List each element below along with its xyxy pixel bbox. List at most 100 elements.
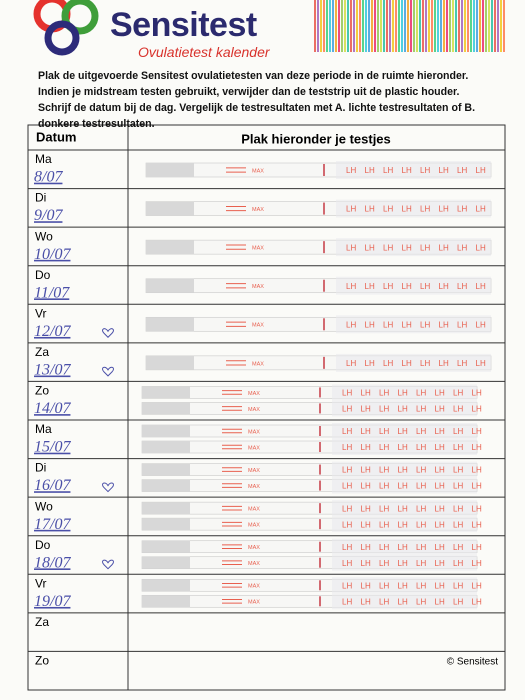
stripe: [467, 0, 469, 52]
strip-lh: LH: [472, 581, 482, 590]
instructions: Plak de uitgevoerde Sensitest ovulatiete…: [38, 68, 488, 132]
handwritten-date: 8/07: [34, 169, 63, 186]
strip-handle: [146, 201, 194, 216]
stripe: [404, 0, 406, 52]
handwritten-date: 17/07: [34, 516, 71, 533]
stripe: [335, 0, 337, 52]
stripe: [356, 0, 358, 52]
stripe: [395, 0, 397, 52]
tape: [332, 400, 477, 417]
tape: [332, 593, 477, 610]
stripe: [341, 0, 343, 52]
strip-lh: LH: [435, 581, 445, 590]
strip-lh: LH: [361, 543, 371, 552]
heart: [102, 482, 114, 493]
day: Vr: [35, 576, 47, 590]
strip-lh: LH: [472, 504, 482, 513]
handwritten-date: 11/07: [34, 284, 70, 301]
strip-lh: LH: [398, 520, 408, 529]
strip-lh: LH: [439, 359, 449, 368]
handwritten-date: 13/07: [34, 362, 71, 379]
strip-lh: LH: [416, 443, 426, 452]
strip-lh: LH: [439, 320, 449, 329]
tape: [332, 384, 477, 401]
stripe: [422, 0, 424, 52]
strip-lh: LH: [420, 359, 430, 368]
day: Vr: [35, 306, 47, 320]
strip-lh: LH: [472, 466, 482, 475]
strip-lh: LH: [453, 559, 463, 568]
heart: [102, 366, 114, 377]
stripe: [407, 0, 409, 52]
day: Wo: [35, 229, 53, 243]
strip-lh: LH: [420, 205, 430, 214]
stripe: [413, 0, 415, 52]
strip-lh: LH: [383, 282, 393, 291]
stripe: [401, 0, 403, 52]
strip-lh: LH: [342, 443, 352, 452]
stripe: [476, 0, 478, 52]
strip-lh: LH: [379, 581, 389, 590]
strip-lh: LH: [342, 405, 352, 414]
strip-handle: [142, 386, 190, 399]
stripe: [374, 0, 376, 52]
strip-lh: LH: [439, 282, 449, 291]
strip-handle: [142, 502, 190, 515]
strip-lh: LH: [379, 504, 389, 513]
strip-max: MAX: [248, 545, 260, 551]
strip-handle: [146, 278, 194, 293]
strip-lh: LH: [398, 559, 408, 568]
strip-lh: LH: [398, 389, 408, 398]
strip-lh: LH: [379, 520, 389, 529]
stripe: [419, 0, 421, 52]
tape: [336, 315, 491, 334]
instruction-text: Plak de uitgevoerde Sensitest ovulatiete…: [38, 70, 469, 114]
stripe: [317, 0, 319, 52]
instruction-text: .: [151, 118, 155, 130]
strip-lh: LH: [346, 320, 356, 329]
day: Wo: [35, 499, 53, 513]
strip-lh: LH: [342, 581, 352, 590]
strip-lh: LH: [365, 205, 375, 214]
strip-lh: LH: [383, 205, 393, 214]
stripe: [425, 0, 427, 52]
strip-lh: LH: [379, 389, 389, 398]
strip-lh: LH: [398, 581, 408, 590]
strip-lh: LH: [457, 320, 467, 329]
strip-max: MAX: [248, 429, 260, 435]
stripe: [338, 0, 340, 52]
strip-lh: LH: [416, 559, 426, 568]
instruction-text: of B.: [448, 102, 476, 114]
strip-lh: LH: [435, 389, 445, 398]
stripe: [446, 0, 448, 52]
strip-lh: LH: [342, 520, 352, 529]
strip-lh: LH: [457, 359, 467, 368]
strip-lh: LH: [439, 243, 449, 252]
strip-max: MAX: [252, 284, 264, 290]
strip-lh: LH: [435, 443, 445, 452]
strip-max: MAX: [248, 468, 260, 474]
strip-lh: LH: [346, 359, 356, 368]
strip-lh: LH: [361, 443, 371, 452]
strip-lh: LH: [457, 282, 467, 291]
stripe: [479, 0, 481, 52]
handwritten-date: 10/07: [34, 246, 71, 263]
strip-lh: LH: [398, 427, 408, 436]
strip-max: MAX: [248, 407, 260, 413]
strip-lh: LH: [346, 243, 356, 252]
subtitle: Ovulatietest kalender: [138, 44, 270, 60]
strip-lh: LH: [342, 504, 352, 513]
strip-lh: LH: [472, 559, 482, 568]
day: Zo: [35, 384, 49, 398]
handwritten-date: 14/07: [34, 400, 71, 417]
strip-lh: LH: [379, 443, 389, 452]
test-strips: MAX LH LH LH LH LH LH LH LH MAX LH LH LH LH LH LH LH LH MA…: [141, 161, 492, 610]
strip-lh: LH: [398, 466, 408, 475]
stripe: [443, 0, 445, 52]
stripe: [332, 0, 334, 52]
strip-max: MAX: [248, 523, 260, 529]
strip-lh: LH: [476, 359, 486, 368]
strip-lh: LH: [439, 205, 449, 214]
strip-lh: LH: [453, 405, 463, 414]
strip-lh: LH: [342, 482, 352, 491]
